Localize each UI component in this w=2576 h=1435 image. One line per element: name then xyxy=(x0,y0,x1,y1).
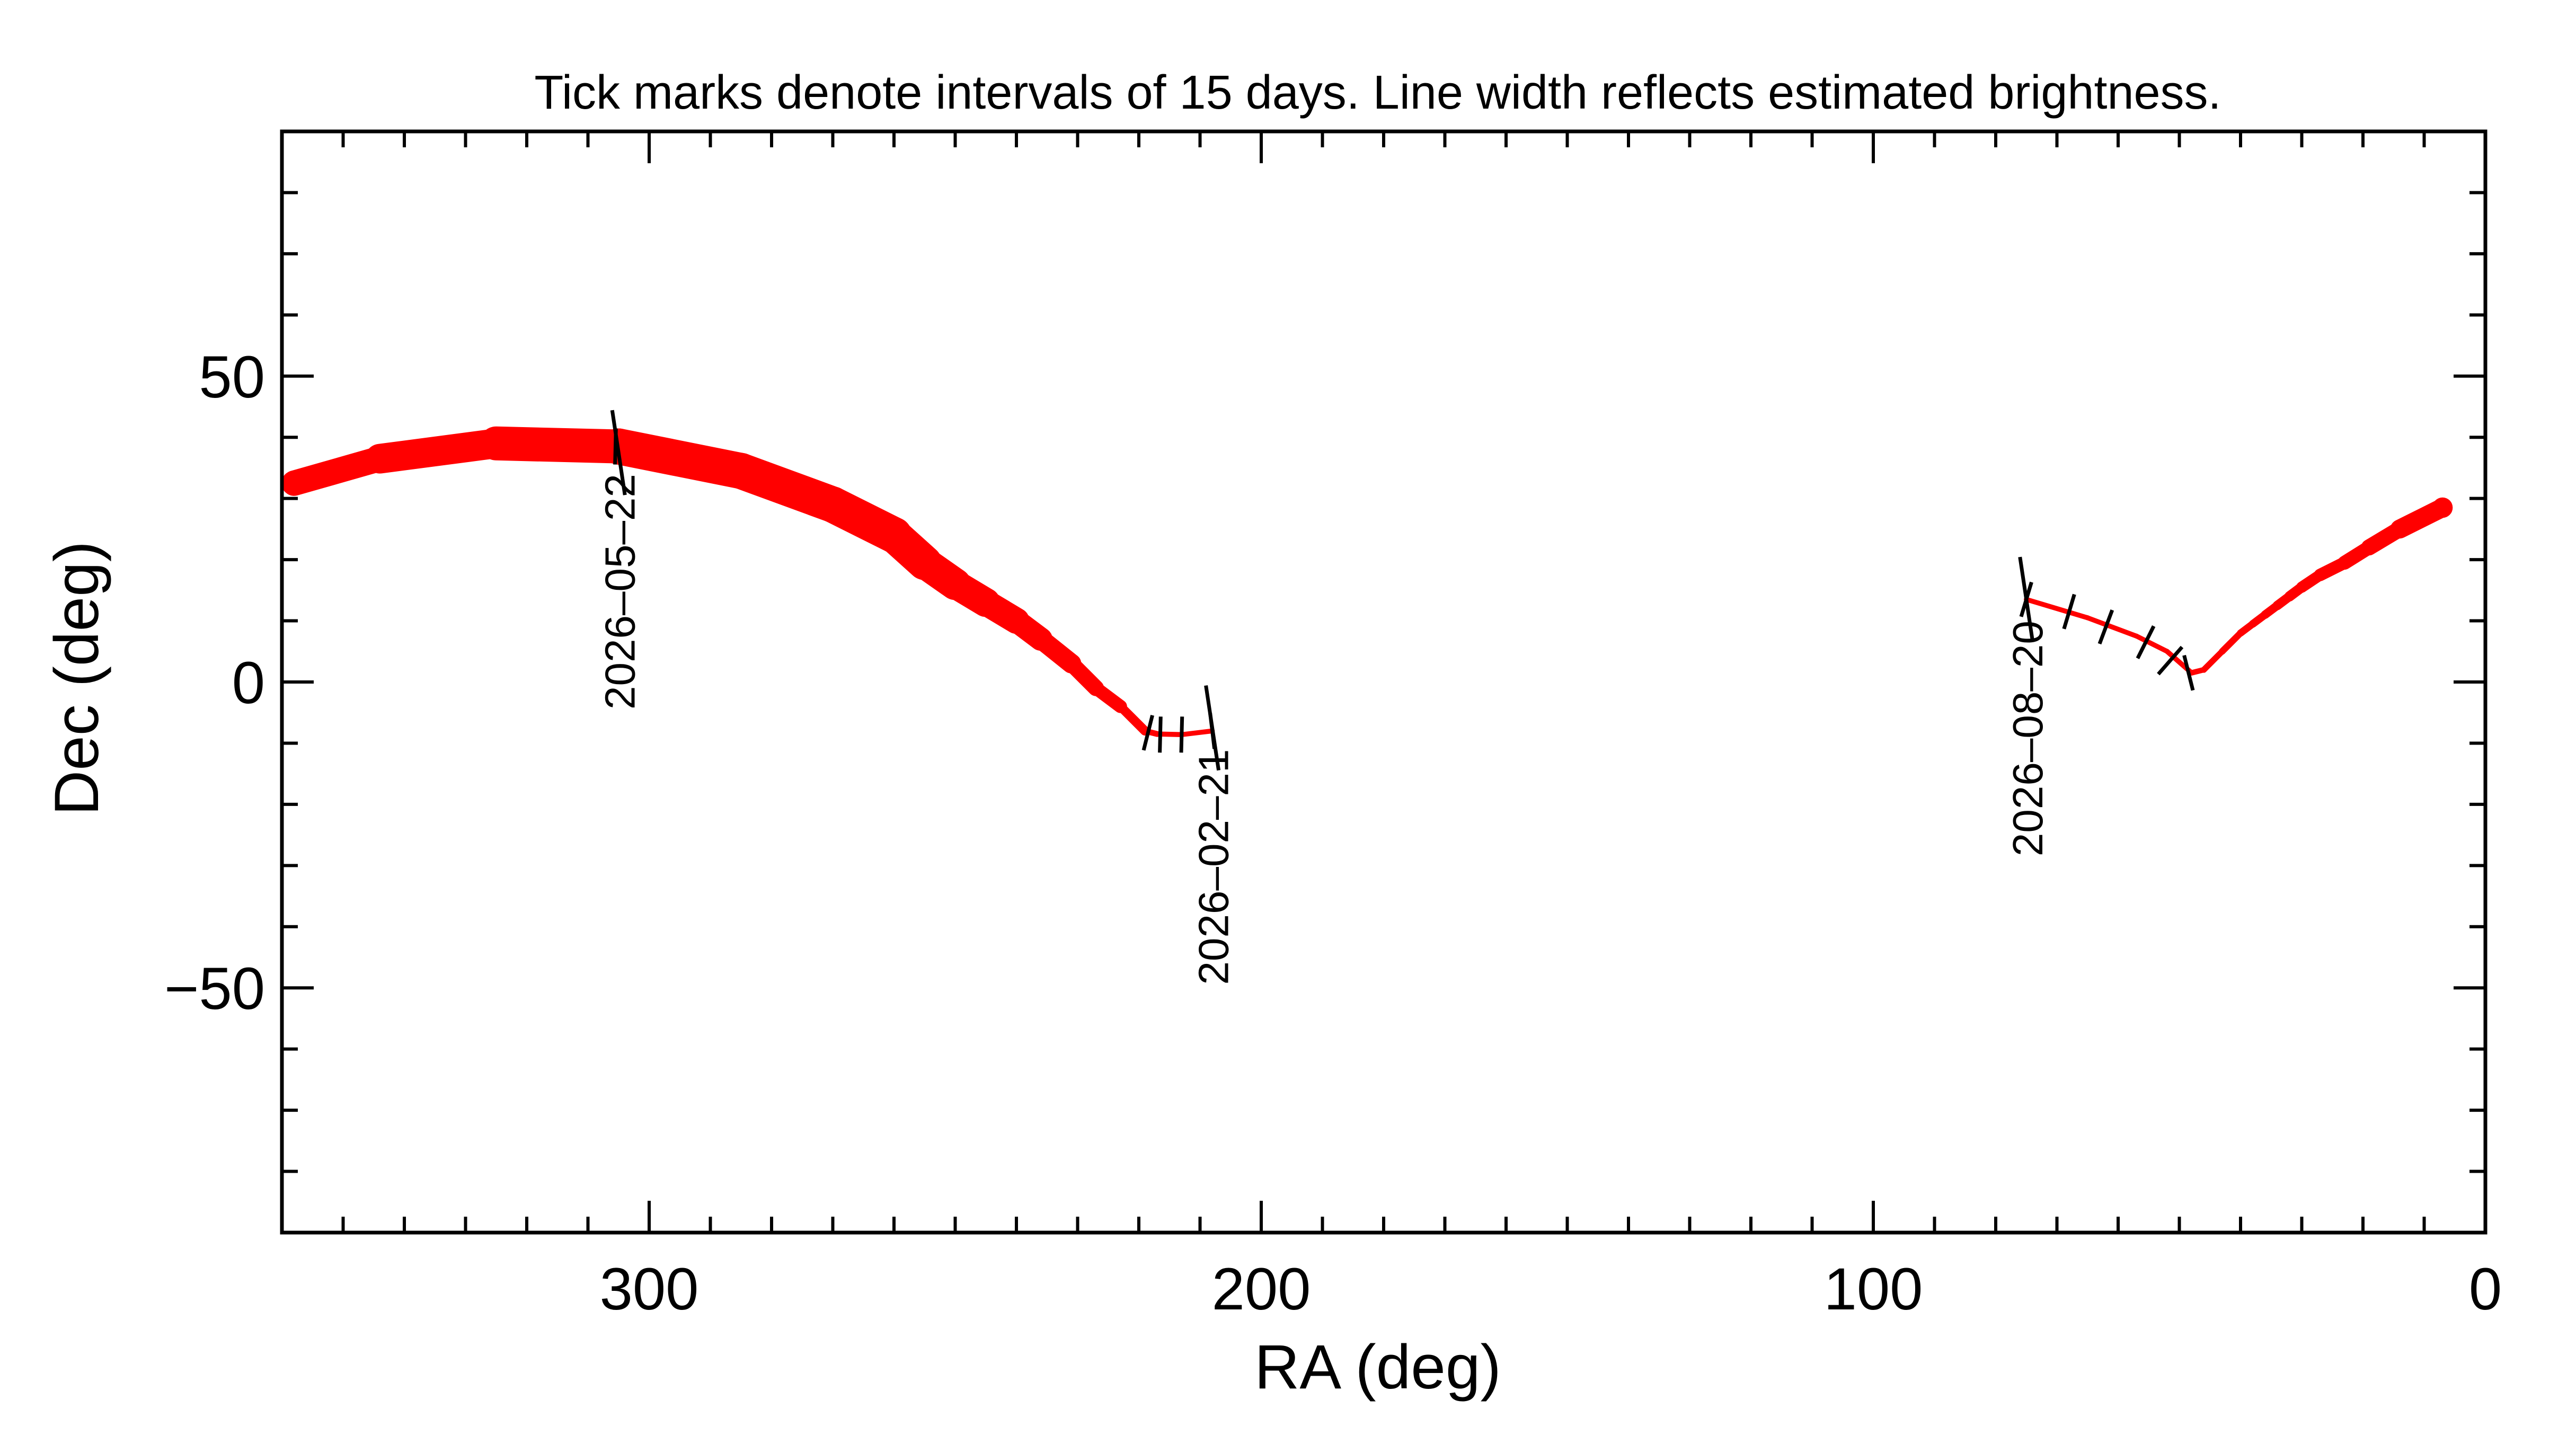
path-point xyxy=(1004,608,1029,633)
path-point xyxy=(972,588,1000,616)
annotation-tick xyxy=(2018,556,2035,642)
annotation-label: 2026–02–21 xyxy=(1190,749,1237,985)
path-point xyxy=(2296,582,2307,593)
annotation-tick xyxy=(1204,685,1221,771)
interval-tick xyxy=(2136,625,2156,659)
y-tick-label: 50 xyxy=(199,344,265,410)
interval-tick xyxy=(2157,645,2184,676)
y-tick-label: −50 xyxy=(164,955,265,1022)
date-annotation: 2026–02–21 xyxy=(1190,685,1237,985)
interval-tick xyxy=(1179,716,1184,753)
path-segment xyxy=(2085,615,2139,639)
path-segment xyxy=(479,426,636,464)
date-annotation: 2026–05–22 xyxy=(596,410,643,710)
annotation-tick xyxy=(610,410,627,495)
path-point xyxy=(2219,648,2226,655)
path-point xyxy=(2201,667,2207,673)
x-axis-label: RA (deg) xyxy=(1254,1332,1501,1402)
path-point xyxy=(940,569,971,599)
x-tick-label: 100 xyxy=(1824,1256,1923,1322)
path-point xyxy=(2249,620,2257,628)
annotation-label: 2026–08–20 xyxy=(2004,621,2051,856)
x-tick-label: 200 xyxy=(1212,1256,1311,1322)
plot-marks: 2026–05–22 2026–02–21 2026–08–20 xyxy=(281,410,2453,985)
path-point xyxy=(2134,633,2139,639)
path-segment xyxy=(600,428,759,489)
path-point xyxy=(1088,680,1103,696)
path-segment xyxy=(1179,728,1215,737)
path-segment xyxy=(2134,633,2170,654)
path-point xyxy=(282,471,306,495)
path-segment xyxy=(2219,630,2244,655)
chart-title: Tick marks denote intervals of 15 days. … xyxy=(534,66,2221,119)
path-segment xyxy=(2201,648,2226,673)
path-point xyxy=(723,453,759,489)
path-segment xyxy=(2024,597,2090,621)
path-segment xyxy=(365,428,511,474)
annotation-label: 2026–05–22 xyxy=(596,474,643,710)
path-point xyxy=(2432,497,2453,518)
path-point xyxy=(366,445,394,473)
path-point xyxy=(815,486,851,523)
y-axis-label: Dec (deg) xyxy=(42,541,112,816)
path-point xyxy=(2085,615,2090,621)
x-tick-label: 0 xyxy=(2469,1256,2502,1322)
path-point xyxy=(2391,520,2409,538)
path-point xyxy=(480,427,512,459)
date-annotation: 2026–08–20 xyxy=(2004,556,2051,856)
path-point xyxy=(875,517,913,553)
path-point xyxy=(2338,556,2351,570)
interval-tick xyxy=(1158,716,1163,753)
y-tick-label: 0 xyxy=(232,650,265,716)
path-point xyxy=(2361,540,2377,555)
interval-tick xyxy=(2062,594,2076,630)
interval-tick xyxy=(2097,609,2114,645)
path-point xyxy=(2261,610,2269,619)
path-point xyxy=(1114,701,1127,713)
path-point xyxy=(908,546,942,580)
path-point xyxy=(2164,649,2170,654)
x-tick-label: 300 xyxy=(600,1256,699,1322)
path-point xyxy=(1030,628,1052,650)
path-point xyxy=(2237,630,2244,637)
path-point xyxy=(2285,591,2295,601)
path-point xyxy=(2314,569,2326,581)
interval-tick xyxy=(2182,654,2195,691)
path-point xyxy=(2272,601,2282,610)
path-segment xyxy=(281,446,393,496)
path-point xyxy=(1063,654,1081,672)
axes: 300 200 100 0 50 0 −50 xyxy=(164,129,2502,1322)
interval-tick xyxy=(1141,714,1154,751)
